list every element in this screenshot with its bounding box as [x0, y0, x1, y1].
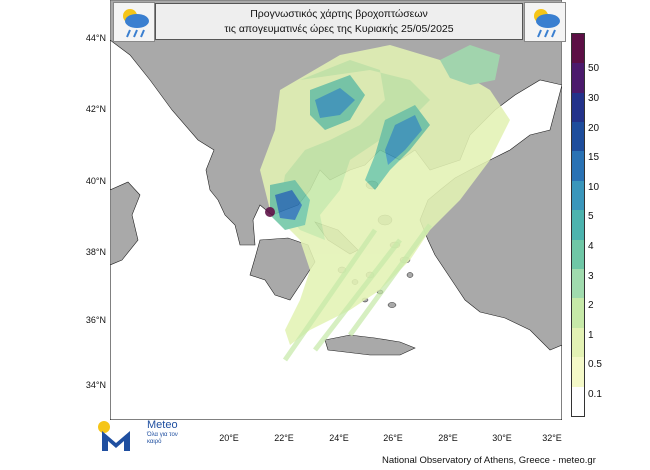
colorbar-label: 5 — [588, 211, 594, 222]
land-turkey — [419, 84, 562, 351]
colorbar-label: 10 — [588, 182, 600, 193]
meteo-logo-mark — [98, 421, 130, 451]
colorbar-segment — [572, 63, 584, 93]
title-line-1: Προγνωστικός χάρτης βροχοπτώσεων — [250, 8, 428, 20]
lon-label: 32°E — [542, 433, 562, 443]
lat-label: 40°N — [85, 176, 106, 186]
lon-label: 28°E — [438, 433, 458, 443]
lon-label: 22°E — [274, 433, 294, 443]
lon-label: 26°E — [383, 433, 403, 443]
colorbar-label: 1 — [588, 330, 594, 341]
colorbar-label: 3 — [588, 271, 594, 282]
colorbar-segment — [572, 92, 584, 123]
logo-tagline: Όλα για τον καιρό — [147, 432, 178, 445]
precipitation-colorbar — [571, 33, 585, 417]
colorbar-label: 0.1 — [588, 389, 602, 400]
title-line-2: τις απογευματινές ώρες της Κυριακής 25/0… — [224, 23, 454, 35]
lon-label: 20°E — [219, 433, 239, 443]
lat-label: 42°N — [85, 104, 106, 114]
colorbar-label: 50 — [588, 63, 600, 74]
colorbar-label: 0.5 — [588, 359, 602, 370]
colorbar-segment — [572, 122, 584, 152]
colorbar-segment — [572, 210, 584, 240]
map-canvas — [110, 0, 562, 420]
land-crete — [324, 334, 416, 356]
lat-label: 38°N — [85, 247, 106, 257]
colorbar-segment — [572, 239, 584, 270]
lat-label: 34°N — [85, 380, 106, 390]
colorbar-label: 2 — [588, 300, 594, 311]
precipitation-field — [260, 45, 510, 345]
colorbar-segment — [572, 298, 584, 328]
colorbar-segment — [572, 33, 584, 64]
colorbar-label: 30 — [588, 93, 600, 104]
rain-cloud-sun-icon — [113, 2, 155, 42]
colorbar-segment — [572, 327, 584, 358]
lon-label: 30°E — [492, 433, 512, 443]
colorbar-label: 4 — [588, 241, 594, 252]
forecast-map — [110, 0, 562, 420]
credit-text: National Observatory of Athens, Greece -… — [382, 455, 596, 466]
colorbar-segment — [572, 386, 584, 416]
rain-cloud-sun-icon — [524, 2, 566, 42]
colorbar-segment — [572, 357, 584, 387]
colorbar-label: 20 — [588, 123, 600, 134]
colorbar-segment — [572, 151, 584, 181]
colorbar-segment — [572, 269, 584, 299]
lon-label: 24°E — [329, 433, 349, 443]
colorbar-segment — [572, 180, 584, 211]
rain-streaks — [282, 223, 433, 362]
colorbar-label: 15 — [588, 152, 600, 163]
logo-name: Meteo — [147, 419, 178, 431]
map-title: Προγνωστικός χάρτης βροχοπτώσεων τις απο… — [155, 3, 523, 40]
meteo-logo — [94, 417, 164, 457]
lat-label: 36°N — [85, 315, 106, 325]
land-italy — [110, 181, 141, 266]
lat-label: 44°N — [85, 33, 106, 43]
